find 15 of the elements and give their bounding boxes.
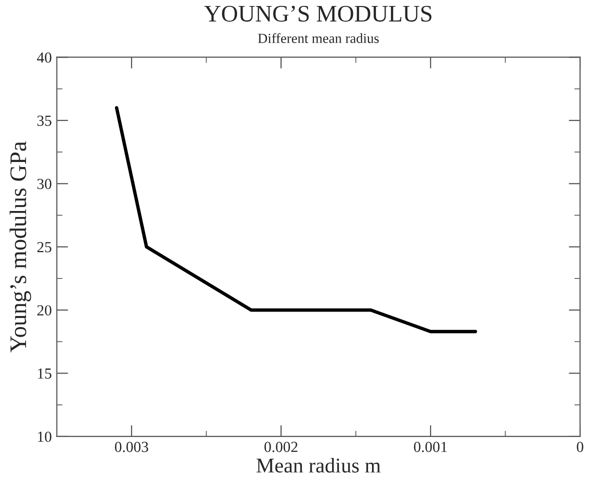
y-tick-label: 20	[37, 305, 52, 316]
y-tick-label: 15	[38, 368, 52, 379]
x-tick-label: 0.003	[114, 442, 148, 452]
y-axis-title: Young’s modulus GPa	[10, 141, 32, 352]
chart-title: YOUNG’S MODULUS	[204, 6, 432, 22]
y-tick-label: 35	[37, 116, 52, 126]
x-tick-label: 0.001	[414, 442, 447, 452]
x-axis-title: Mean radius m	[256, 458, 381, 473]
x-tick-label: 0.002	[264, 442, 298, 452]
y-tick-label: 30	[37, 178, 52, 190]
y-tick-label: 25	[37, 242, 52, 252]
chart-subtitle: Different mean radius	[258, 33, 379, 44]
x-tick-label: 0	[576, 442, 584, 452]
y-tick-label: 10	[38, 432, 52, 442]
y-tick-label: 40	[36, 52, 52, 63]
